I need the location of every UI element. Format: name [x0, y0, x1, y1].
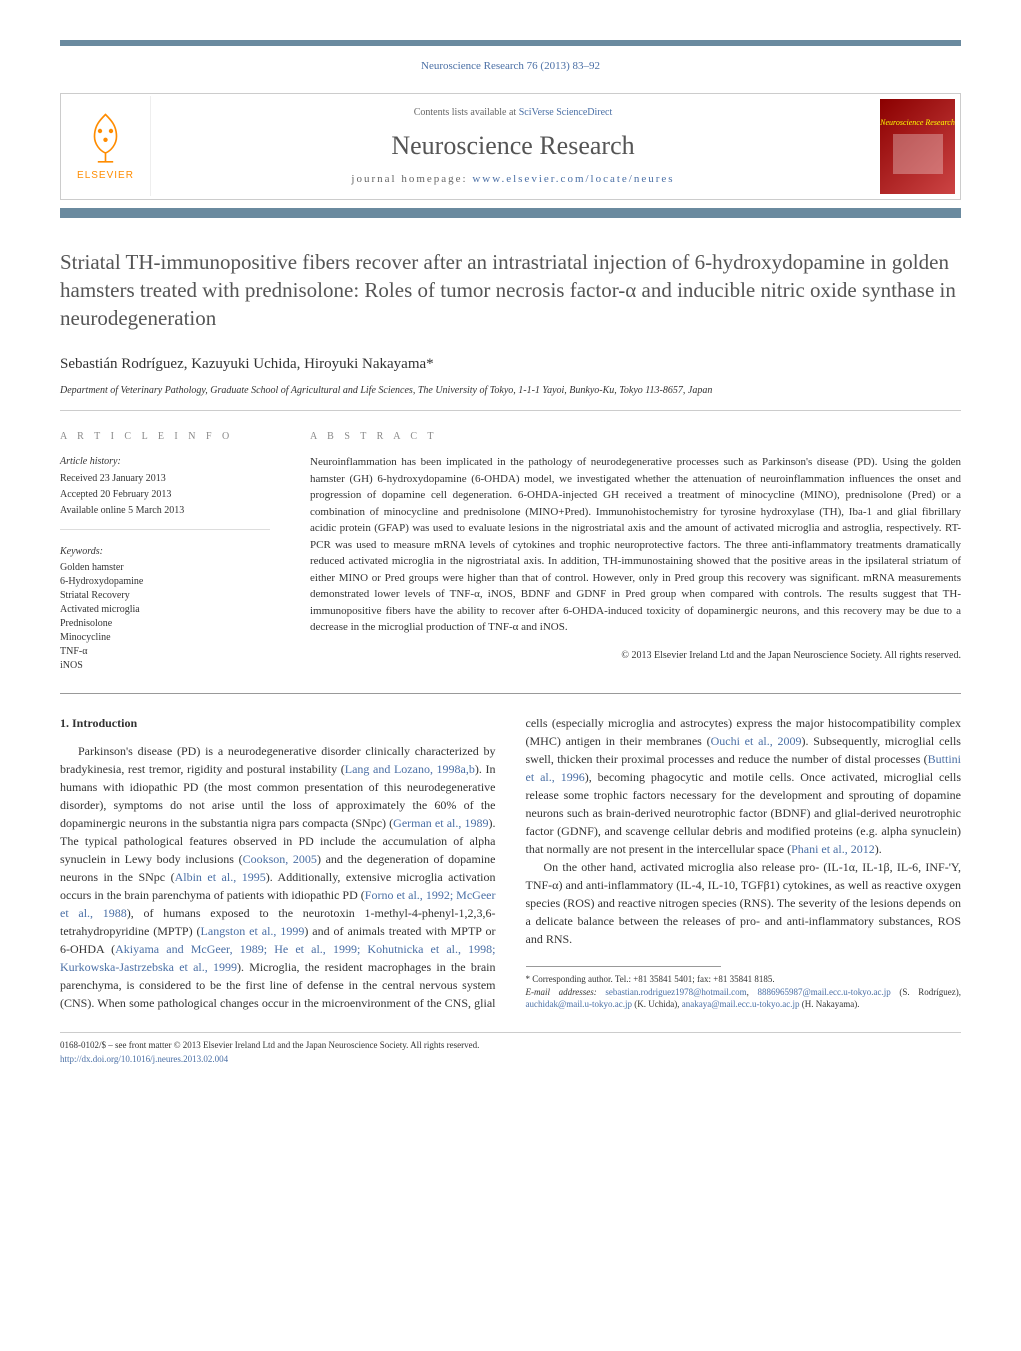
journal-ref-link[interactable]: Neuroscience Research 76 (2013) 83–92 [421, 60, 600, 72]
keyword: iNOS [60, 659, 270, 673]
abstract-column: A B S T R A C T Neuroinflammation has be… [310, 429, 961, 673]
citation[interactable]: Phani et al., 2012 [791, 842, 875, 856]
contents-line: Contents lists available at SciVerse Sci… [151, 105, 875, 120]
footnote-separator [526, 966, 722, 967]
doi-link[interactable]: http://dx.doi.org/10.1016/j.neures.2013.… [60, 1054, 228, 1064]
footnote: * Corresponding author. Tel.: +81 35841 … [526, 973, 962, 1011]
email-link[interactable]: anakaya@mail.ecc.u-tokyo.ac.jp [682, 999, 800, 1009]
info-abstract-row: A R T I C L E I N F O Article history: R… [60, 429, 961, 673]
keywords-block: Keywords: Golden hamster 6-Hydroxydopami… [60, 544, 270, 673]
elsevier-text: ELSEVIER [77, 168, 134, 183]
elsevier-tree-icon [78, 109, 133, 164]
corresponding-author: * Corresponding author. Tel.: +81 35841 … [526, 973, 962, 986]
keyword: Golden hamster [60, 561, 270, 575]
citation[interactable]: Ouchi et al., 2009 [711, 734, 802, 748]
history-block: Article history: Received 23 January 201… [60, 454, 270, 530]
issn-line: 0168-0102/$ – see front matter © 2013 El… [60, 1039, 961, 1053]
journal-title: Neuroscience Research [151, 126, 875, 165]
header-box: ELSEVIER Contents lists available at Sci… [60, 93, 961, 200]
elsevier-logo[interactable]: ELSEVIER [61, 96, 151, 196]
journal-homepage: journal homepage: www.elsevier.com/locat… [151, 171, 875, 188]
accent-bar [60, 208, 961, 218]
authors: Sebastián Rodríguez, Kazuyuki Uchida, Hi… [60, 353, 961, 376]
journal-reference: Neuroscience Research 76 (2013) 83–92 [60, 58, 961, 75]
article-info: A R T I C L E I N F O Article history: R… [60, 429, 270, 673]
section-heading: 1. Introduction [60, 714, 496, 732]
keyword: TNF-α [60, 645, 270, 659]
keyword: 6-Hydroxydopamine [60, 575, 270, 589]
online-date: Available online 5 March 2013 [60, 503, 270, 518]
info-heading: A R T I C L E I N F O [60, 429, 270, 444]
bottom-note: 0168-0102/$ – see front matter © 2013 El… [60, 1032, 961, 1066]
email-link[interactable]: 8886965987@mail.ecc.u-tokyo.ac.jp [758, 987, 891, 997]
intro-para-2: On the other hand, activated microglia a… [526, 858, 962, 948]
sciencedirect-link[interactable]: SciVerse ScienceDirect [519, 107, 613, 118]
article-title: Striatal TH-immunopositive fibers recove… [60, 248, 961, 333]
homepage-prefix: journal homepage: [351, 173, 472, 185]
citation[interactable]: Lang and Lozano, 1998a,b [345, 762, 475, 776]
received-date: Received 23 January 2013 [60, 471, 270, 486]
history-label: Article history: [60, 454, 270, 469]
keywords-label: Keywords: [60, 544, 270, 559]
contents-prefix: Contents lists available at [414, 107, 519, 118]
abstract-heading: A B S T R A C T [310, 429, 961, 444]
abstract-text: Neuroinflammation has been implicated in… [310, 454, 961, 636]
citation[interactable]: Albin et al., 1995 [175, 870, 266, 884]
cover-thumbnail [893, 134, 943, 174]
copyright: © 2013 Elsevier Ireland Ltd and the Japa… [310, 648, 961, 663]
keyword: Prednisolone [60, 617, 270, 631]
citation[interactable]: Cookson, 2005 [243, 852, 317, 866]
divider-thick [60, 693, 961, 694]
divider [60, 410, 961, 411]
email-link[interactable]: auchidak@mail.u-tokyo.ac.jp [526, 999, 633, 1009]
body-columns: 1. Introduction Parkinson's disease (PD)… [60, 714, 961, 1012]
journal-cover[interactable]: Neuroscience Research [880, 99, 955, 194]
affiliation: Department of Veterinary Pathology, Grad… [60, 383, 961, 398]
accepted-date: Accepted 20 February 2013 [60, 487, 270, 502]
email-link[interactable]: sebastian.rodriguez1978@hotmail.com [605, 987, 746, 997]
homepage-link[interactable]: www.elsevier.com/locate/neures [472, 173, 674, 185]
keyword: Activated microglia [60, 603, 270, 617]
keyword: Minocycline [60, 631, 270, 645]
cover-text: Neuroscience Research [880, 118, 955, 128]
header-center: Contents lists available at SciVerse Sci… [151, 105, 875, 188]
citation[interactable]: Langston et al., 1999 [201, 924, 305, 938]
citation[interactable]: German et al., 1989 [393, 816, 488, 830]
keyword: Striatal Recovery [60, 589, 270, 603]
top-accent-bar [60, 40, 961, 46]
email-addresses: E-mail addresses: sebastian.rodriguez197… [526, 986, 962, 1011]
